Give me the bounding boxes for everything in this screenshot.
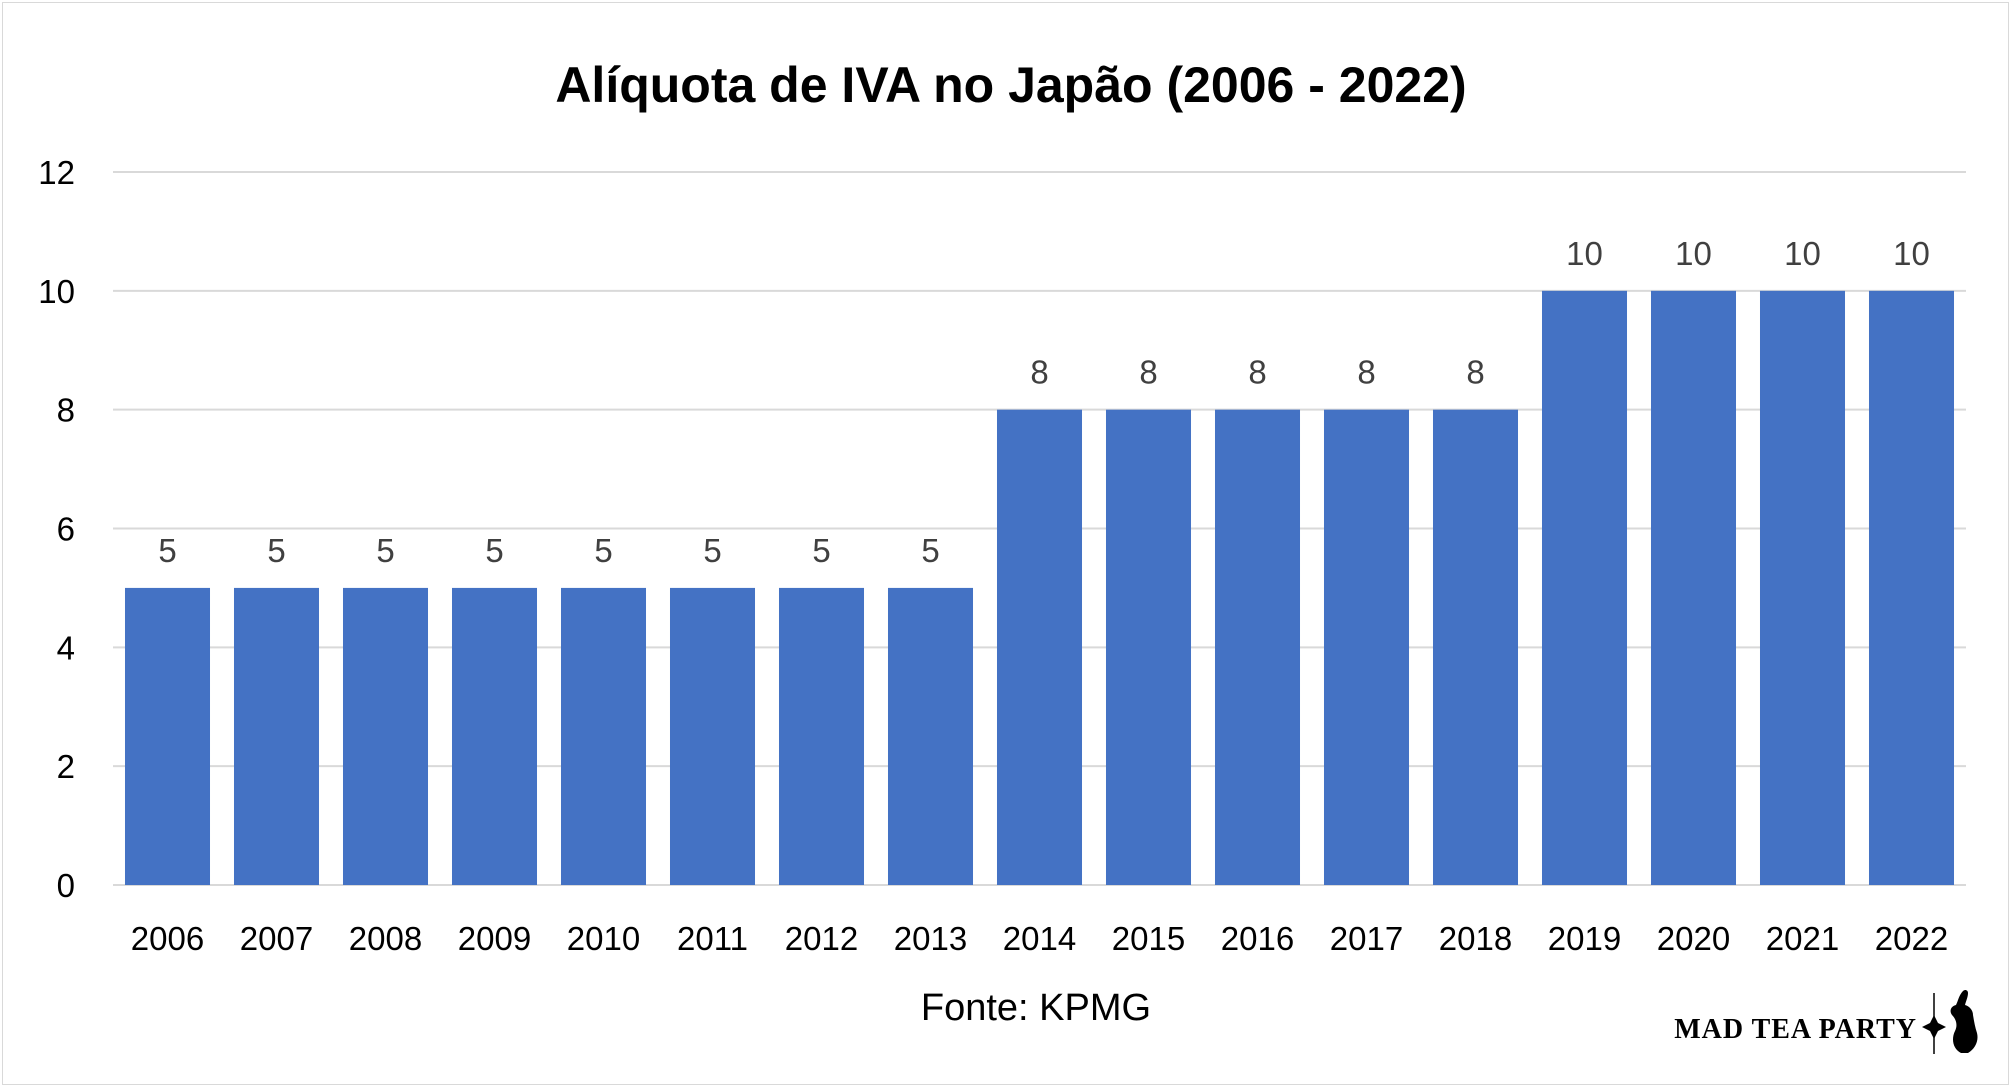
y-tick-label: 2 (57, 748, 75, 785)
bar (1541, 290, 1628, 885)
x-tick-label: 2007 (240, 920, 313, 957)
x-tick-label: 2011 (677, 920, 748, 957)
bars (124, 290, 1955, 885)
data-label: 5 (376, 532, 394, 569)
data-label: 8 (1248, 354, 1266, 391)
data-label: 10 (1566, 235, 1603, 272)
bar (1105, 409, 1192, 885)
x-tick-label: 2018 (1439, 920, 1512, 957)
bar (124, 587, 211, 885)
brand-text: MAD TEA PARTY (1674, 1014, 1917, 1045)
x-tick-label: 2014 (1003, 920, 1076, 957)
data-label: 10 (1893, 235, 1930, 272)
data-label: 10 (1784, 235, 1821, 272)
data-label: 10 (1675, 235, 1712, 272)
y-tick-label: 4 (57, 629, 75, 666)
data-label: 8 (1030, 354, 1048, 391)
bar (233, 587, 320, 885)
sparkle-icon (1922, 993, 1946, 1054)
y-axis-ticks: 0 2 4 6 8 10 12 (38, 154, 75, 904)
x-tick-label: 2019 (1548, 920, 1621, 957)
bar (887, 587, 974, 885)
data-label: 8 (1139, 354, 1157, 391)
x-tick-label: 2022 (1875, 920, 1948, 957)
bar (1868, 290, 1955, 885)
x-tick-label: 2015 (1112, 920, 1185, 957)
data-label: 5 (921, 532, 939, 569)
x-tick-label: 2012 (785, 920, 858, 957)
y-tick-label: 12 (38, 154, 75, 191)
bar (342, 587, 429, 885)
x-tick-label: 2016 (1221, 920, 1294, 957)
x-tick-label: 2006 (131, 920, 204, 957)
bar (996, 409, 1083, 885)
bar (1323, 409, 1410, 885)
x-tick-label: 2010 (567, 920, 640, 957)
x-tick-label: 2013 (894, 920, 967, 957)
data-label: 5 (594, 532, 612, 569)
source-text: Fonte: KPMG (921, 987, 1151, 1029)
bar (778, 587, 865, 885)
y-tick-label: 8 (57, 392, 75, 429)
data-label: 5 (158, 532, 176, 569)
x-tick-label: 2009 (458, 920, 531, 957)
x-tick-label: 2021 (1766, 920, 1839, 957)
bar (669, 587, 756, 885)
y-tick-label: 0 (57, 867, 75, 904)
data-label: 5 (812, 532, 830, 569)
data-label: 5 (485, 532, 503, 569)
bar (1214, 409, 1301, 885)
bar (1759, 290, 1846, 885)
data-labels: 5 5 5 5 5 5 5 5 8 8 8 8 8 10 10 10 10 (158, 235, 1930, 569)
y-tick-label: 6 (57, 511, 75, 548)
bar (560, 587, 647, 885)
data-label: 8 (1357, 354, 1375, 391)
x-tick-label: 2020 (1657, 920, 1730, 957)
y-tick-label: 10 (38, 273, 75, 310)
rabbit-silhouette-icon (1950, 989, 1978, 1053)
bar (451, 587, 538, 885)
bar (1650, 290, 1737, 885)
bar (1432, 409, 1519, 885)
chart-svg: Alíquota de IVA no Japão (2006 - 2022) 0… (38, 57, 1978, 1054)
x-tick-label: 2017 (1330, 920, 1403, 957)
chart-title: Alíquota de IVA no Japão (2006 - 2022) (555, 57, 1466, 113)
data-label: 5 (703, 532, 721, 569)
brand-logo: MAD TEA PARTY (1674, 989, 1978, 1054)
x-tick-label: 2008 (349, 920, 422, 957)
data-label: 8 (1466, 354, 1484, 391)
data-label: 5 (267, 532, 285, 569)
x-axis-ticks: 2006 2007 2008 2009 2010 2011 2012 2013 2014 2015… (131, 920, 1948, 957)
